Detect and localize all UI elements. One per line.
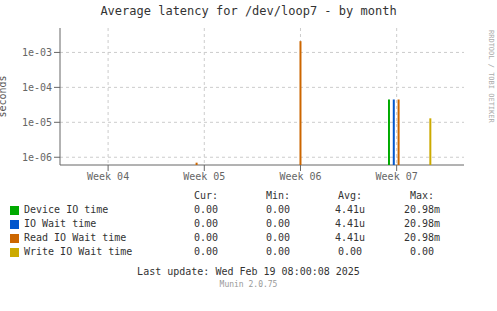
html-text:0.00: 0.00 [266,246,290,257]
svg-text:Week 04: Week 04 [87,171,129,182]
html-text:0.00: 0.00 [266,232,290,243]
svg-text:1e-05: 1e-05 [22,117,52,128]
html-text:0.00: 0.00 [266,218,290,229]
html-text:20.98m: 20.98m [403,218,441,229]
html-text:Cur:: Cur: [194,190,218,201]
html-text:Device IO time: Device IO time [24,204,109,215]
html-text:4.41u: 4.41u [334,232,365,243]
html-text:Max:: Max: [410,190,434,201]
html-text:Read IO Wait time: Read IO Wait time [24,232,127,243]
html-text:0.00: 0.00 [410,246,434,257]
html-text:Min:: Min: [266,190,290,201]
html-text:Average latency for /dev/loop7: Average latency for /dev/loop7 - by mont… [100,4,397,18]
svg-text:1e-06: 1e-06 [22,152,52,163]
svg-text:Week 07: Week 07 [376,171,418,182]
svg-text:1e-04: 1e-04 [22,82,52,93]
html-text:Last update: Wed Feb 19 08:00:: Last update: Wed Feb 19 08:00:08 2025 [137,266,360,277]
svg-text:1e-03: 1e-03 [22,47,52,58]
html-text:0.00: 0.00 [266,204,290,215]
svg-text:Week 05: Week 05 [183,171,225,182]
html-text:0.00: 0.00 [194,218,218,229]
html-text:Avg:: Avg: [338,190,362,201]
html-text:4.41u: 4.41u [334,218,365,229]
html-text:0.00: 0.00 [194,204,218,215]
html-text:0.00: 0.00 [194,232,218,243]
html-text:20.98m: 20.98m [403,232,441,243]
html-text:4.41u: 4.41u [334,204,365,215]
html-text:0.00: 0.00 [194,246,218,257]
html-text:IO Wait time: IO Wait time [24,218,97,229]
html-text:Munin 2.0.75: Munin 2.0.75 [219,280,278,289]
svg-text:seconds: seconds [0,75,8,117]
html-text:0.00: 0.00 [338,246,362,257]
html-text:20.98m: 20.98m [403,204,441,215]
svg-text:Week 06: Week 06 [279,171,321,182]
html-text:Write IO Wait time: Write IO Wait time [24,246,133,257]
html-text:RRDTOOL / TOBI OETIKER: RRDTOOL / TOBI OETIKER [487,30,495,123]
